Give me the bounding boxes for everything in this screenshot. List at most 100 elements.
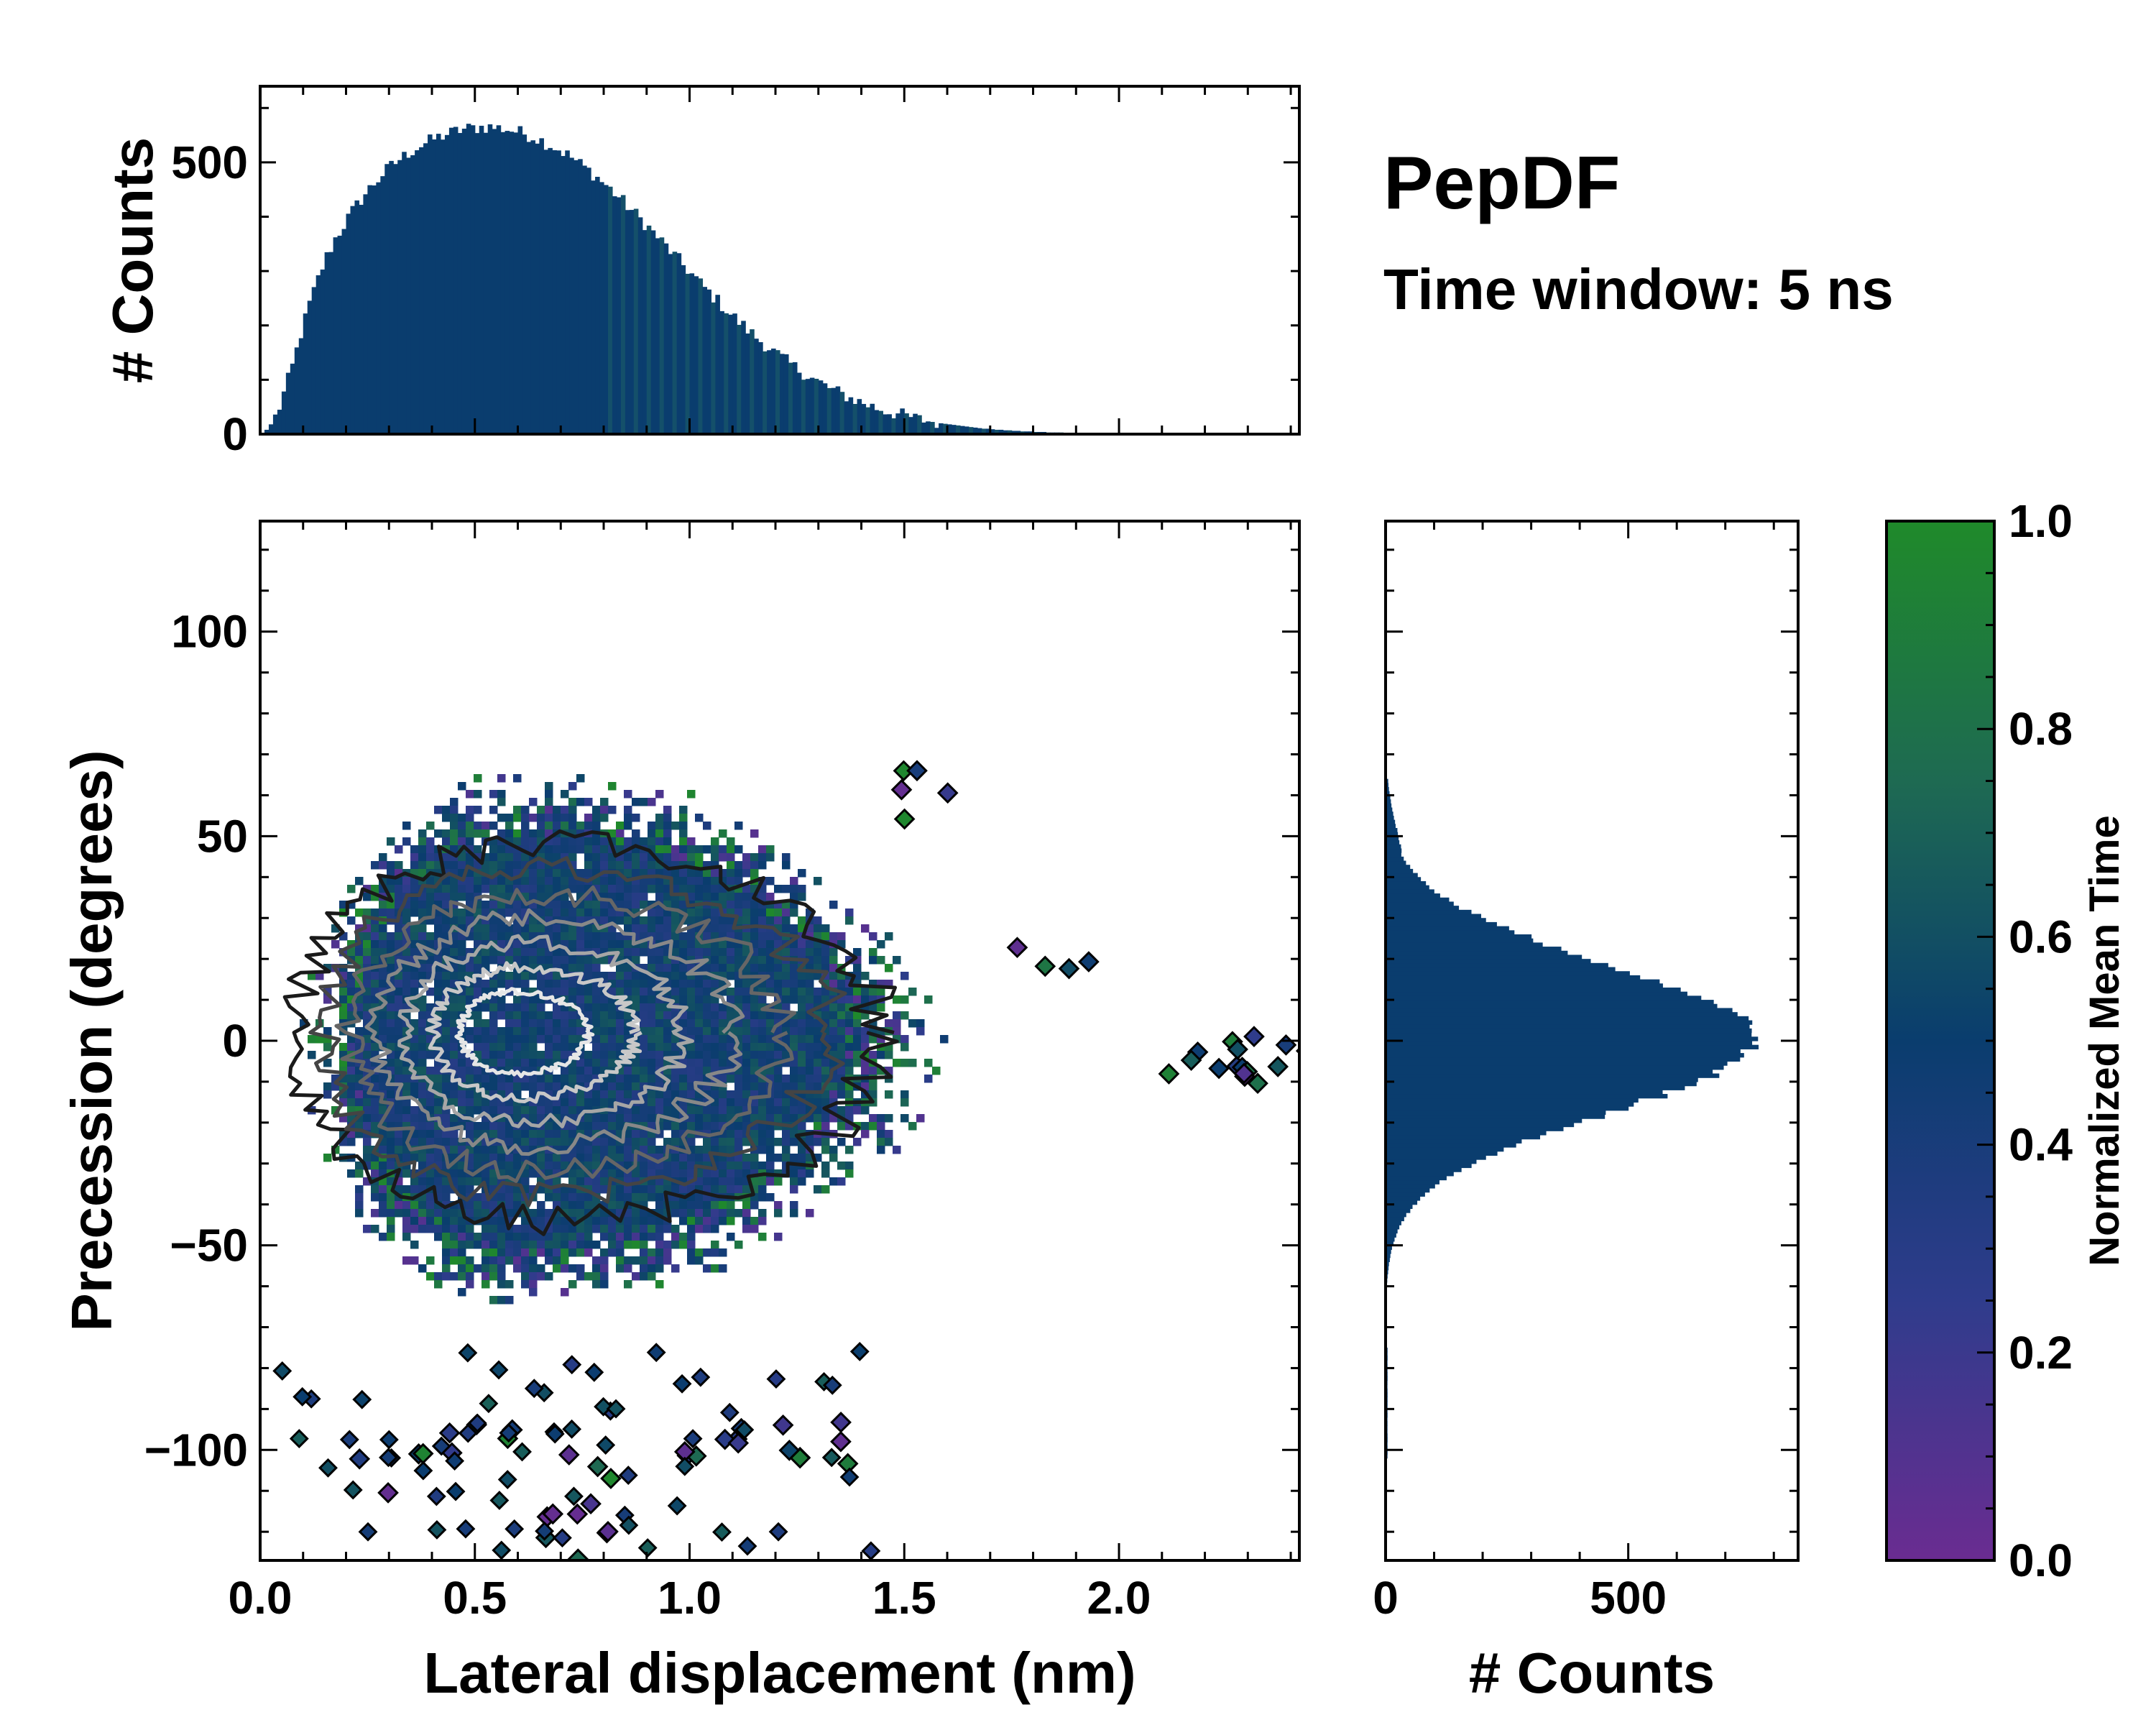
heatmap-cell: [640, 988, 648, 996]
heatmap-cell: [719, 980, 727, 988]
heatmap-cell: [482, 877, 490, 886]
heatmap-cell: [418, 829, 427, 838]
heatmap-cell: [576, 1177, 585, 1186]
heatmap-cell: [442, 1043, 451, 1052]
heatmap-cell: [434, 1067, 443, 1075]
heatmap-cell: [474, 908, 482, 917]
heatmap-cell: [742, 1106, 751, 1115]
right-bar: [1386, 1216, 1404, 1222]
heatmap-cell: [363, 932, 372, 941]
heatmap-cell: [513, 901, 522, 909]
outlier-cell: [499, 1423, 519, 1443]
heatmap-cell: [727, 1233, 735, 1241]
heatmap-cell: [347, 1075, 356, 1083]
heatmap-cell: [711, 1090, 719, 1099]
heatmap-cell: [379, 980, 387, 988]
heatmap-cell: [529, 845, 538, 854]
heatmap-cell: [845, 1043, 854, 1052]
top-bar: [711, 302, 716, 434]
heatmap-cell: [474, 790, 482, 799]
heatmap-cell: [742, 980, 751, 988]
heatmap-cell: [750, 940, 759, 949]
heatmap-cell: [561, 932, 569, 941]
heatmap-cell: [355, 1011, 364, 1020]
heatmap-cell: [545, 1154, 553, 1162]
outlier-cell: [1275, 1034, 1297, 1056]
heatmap-cell: [466, 885, 474, 893]
heatmap-cell: [632, 1011, 640, 1020]
heatmap-cell: [679, 837, 688, 846]
heatmap-cell: [450, 1233, 459, 1241]
top-bar: [637, 217, 643, 434]
heatmap-cell: [845, 1114, 854, 1123]
heatmap-cell: [545, 1225, 553, 1233]
heatmap-cell: [545, 1106, 553, 1115]
heatmap-cell: [529, 1146, 538, 1154]
heatmap-cell: [521, 1256, 530, 1265]
heatmap-cell: [387, 1011, 395, 1020]
heatmap-cell: [521, 1130, 530, 1138]
heatmap-cell: [537, 861, 545, 870]
top-bar: [831, 387, 837, 434]
heatmap-cell: [774, 1082, 783, 1091]
heatmap-cell: [505, 1106, 514, 1115]
heatmap-cell: [568, 908, 577, 917]
heatmap-cell: [734, 845, 743, 854]
heatmap-cell: [576, 1225, 585, 1233]
heatmap-cell: [640, 1059, 648, 1067]
heatmap-cell: [561, 861, 569, 870]
heatmap-cell: [734, 1154, 743, 1162]
heatmap-cell: [663, 916, 672, 925]
heatmap-cell: [497, 1272, 506, 1281]
heatmap-cell: [640, 1075, 648, 1083]
top-bar: [578, 159, 583, 435]
heatmap-cell: [916, 1019, 925, 1028]
heatmap-cell: [418, 1193, 427, 1202]
heatmap-cell: [632, 1241, 640, 1249]
heatmap-cell: [568, 1090, 577, 1099]
heatmap-cell: [679, 972, 688, 980]
heatmap-cell: [671, 972, 680, 980]
heatmap-cell: [798, 1177, 806, 1186]
heatmap-cell: [568, 1138, 577, 1146]
heatmap-cell: [379, 948, 387, 957]
heatmap-cell: [545, 916, 553, 925]
heatmap-cell: [363, 1011, 372, 1020]
heatmap-cell: [497, 1225, 506, 1233]
heatmap-cell: [703, 964, 711, 972]
heatmap-cell: [640, 798, 648, 806]
heatmap-cell: [410, 885, 419, 893]
heatmap-cell: [553, 845, 561, 854]
heatmap-cell: [695, 964, 704, 972]
right-bar: [1386, 803, 1392, 809]
heatmap-cell: [450, 822, 459, 830]
heatmap-cell: [410, 1082, 419, 1091]
outlier-cell: [1078, 951, 1100, 972]
heatmap-cell: [545, 1162, 553, 1170]
heatmap-cell: [466, 948, 474, 957]
heatmap-cell: [505, 1217, 514, 1225]
heatmap-cell: [561, 1138, 569, 1146]
outlier-cell: [426, 1486, 446, 1506]
heatmap-cell: [418, 995, 427, 1004]
top-bar: [780, 354, 785, 434]
heatmap-cell: [363, 916, 372, 925]
heatmap-cell: [877, 980, 885, 988]
heatmap-cell: [505, 972, 514, 980]
heatmap-cell: [616, 877, 625, 886]
outlier-cell: [618, 1466, 638, 1486]
heatmap-cell: [513, 877, 522, 886]
heatmap-cell: [640, 1169, 648, 1178]
heatmap-cell: [648, 885, 656, 893]
heatmap-cell: [640, 853, 648, 862]
heatmap-cell: [553, 1193, 561, 1202]
heatmap-cell: [568, 1059, 577, 1067]
heatmap-cell: [608, 1090, 617, 1099]
heatmap-cell: [402, 1154, 411, 1162]
heatmap-cell: [521, 1280, 530, 1289]
top-bar: [376, 182, 381, 434]
heatmap-cell: [505, 1019, 514, 1028]
heatmap-cell: [450, 901, 459, 909]
heatmap-cell: [711, 845, 719, 854]
heatmap-cell: [521, 1035, 530, 1044]
